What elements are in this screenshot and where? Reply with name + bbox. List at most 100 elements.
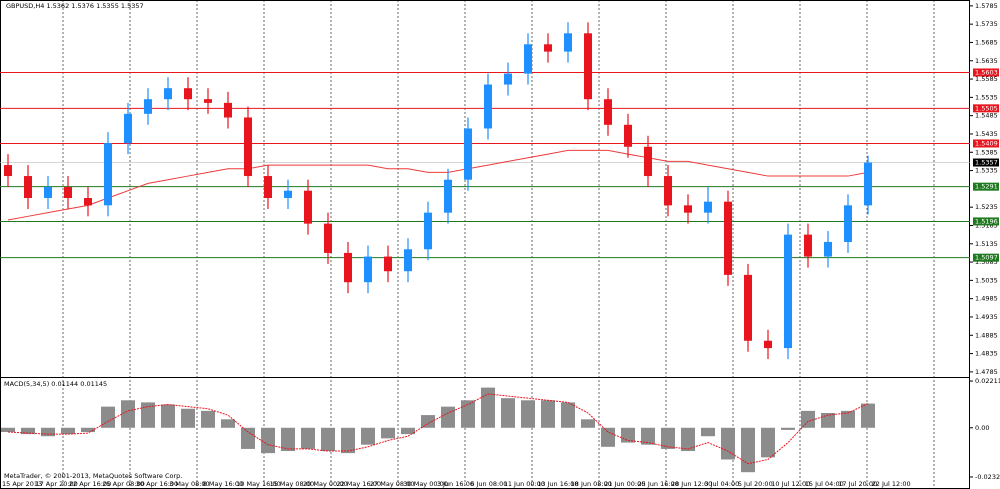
macd-bar <box>21 427 35 435</box>
y-tick-label: 1.5785 <box>975 2 998 10</box>
macd-bar <box>501 398 515 428</box>
candle-body <box>184 88 192 100</box>
y-tick-label: 1.4985 <box>975 295 998 303</box>
candle-body <box>344 252 352 283</box>
level-label: 1.5291 <box>975 183 998 191</box>
macd-bar <box>561 402 575 428</box>
macd-bar <box>121 400 135 428</box>
macd-bar <box>61 427 75 435</box>
macd-bar <box>301 427 315 449</box>
candle-body <box>4 165 12 177</box>
candle-body <box>544 44 552 52</box>
macd-bar <box>661 427 675 449</box>
macd-bar <box>481 387 495 428</box>
x-tick-label: 22 Apr 16:00 <box>69 480 111 488</box>
x-tick-label: 21 Jun 00:00 <box>604 480 645 488</box>
macd-bar <box>581 419 595 428</box>
macd-bar <box>541 400 555 428</box>
candle-body <box>444 179 452 213</box>
candle-body <box>304 190 312 224</box>
macd-bar <box>641 427 655 445</box>
x-tick-label: 15 May 08:00 <box>270 480 315 488</box>
macd-bar <box>841 410 855 428</box>
last-price-box <box>973 158 999 167</box>
y-tick-label: 1.5385 <box>975 148 998 156</box>
level-box <box>973 104 999 113</box>
candle-body <box>784 234 792 349</box>
x-tick-label: 13 Jun 16:00 <box>537 480 578 488</box>
level-label: 1.5603 <box>975 68 998 76</box>
candle-body <box>124 113 132 144</box>
candle-body <box>384 256 392 272</box>
candle-body <box>644 146 652 177</box>
macd-bar <box>141 402 155 428</box>
y-tick-label: 1.5235 <box>975 203 998 211</box>
macd-bar <box>441 406 455 428</box>
y-tick-label: 0.00 <box>975 424 989 432</box>
y-tick-label: 1.5585 <box>975 75 998 83</box>
level-box <box>973 253 999 262</box>
macd-bar <box>741 427 755 473</box>
macd-bar <box>41 427 55 437</box>
candle-body <box>244 117 252 177</box>
macd-bar <box>341 427 355 454</box>
level-label: 1.5505 <box>975 104 998 112</box>
candle-body <box>164 88 172 100</box>
x-tick-label: 25 Jun 16:00 <box>638 480 679 488</box>
x-tick-label: 10 Jul 12:00 <box>771 480 810 488</box>
x-tick-label: 25 Apr 08:00 <box>102 480 144 488</box>
candle-body <box>44 187 52 199</box>
macd-bar <box>81 427 95 433</box>
candle-body <box>824 241 832 257</box>
candle-body <box>744 274 752 341</box>
candle-body <box>504 73 512 85</box>
macd-bar <box>161 404 175 428</box>
signal-line <box>7 393 869 465</box>
y-tick-label: 1.5135 <box>975 240 998 248</box>
macd-bar <box>781 427 795 430</box>
candle-body <box>484 84 492 129</box>
x-tick-label: 10 May 16:00 <box>236 480 281 488</box>
macd-bar <box>401 427 415 435</box>
macd-bar <box>601 427 615 447</box>
level-label: 1.5196 <box>975 217 998 225</box>
y-tick-label: -0.02327 <box>975 473 1000 481</box>
x-tick-label: 8 May 16:00 <box>203 480 243 488</box>
y-tick-label: 1.5035 <box>975 276 998 284</box>
macd-bar <box>221 419 235 428</box>
macd-bar <box>801 410 815 428</box>
macd-bar <box>621 427 635 443</box>
macd-bar <box>241 427 255 449</box>
macd-bar <box>201 410 215 428</box>
candle-body <box>424 212 432 250</box>
candle-body <box>464 128 472 180</box>
macd-bar <box>381 427 395 439</box>
y-tick-label: 1.4835 <box>975 350 998 358</box>
candle-body <box>684 205 692 213</box>
candle-body <box>224 102 232 118</box>
last-price-label: 1.5357 <box>975 159 998 167</box>
candle-body <box>324 223 332 253</box>
y-tick-label: 1.5335 <box>975 167 998 175</box>
macd-bar <box>761 427 775 458</box>
candle-body <box>144 99 152 114</box>
level-box <box>973 217 999 226</box>
macd-bar <box>361 427 375 445</box>
x-tick-label: 22 May 16:00 <box>336 480 381 488</box>
x-tick-label: 3 May 08:00 <box>169 480 209 488</box>
level-box <box>973 68 999 77</box>
candle-body <box>264 176 272 199</box>
x-tick-label: 5 Jul 20:00 <box>738 480 773 488</box>
level-label: 1.5097 <box>975 254 998 262</box>
candle-body <box>604 99 612 125</box>
macd-bar <box>861 403 875 428</box>
level-box <box>973 139 999 148</box>
y-tick-label: 1.5485 <box>975 112 998 120</box>
x-tick-label: 15 Apr 2013 <box>2 480 42 488</box>
footer: MetaTrader, © 2001-2013, MetaQuotes Soft… <box>4 472 182 480</box>
macd-bar <box>181 408 195 428</box>
level-label: 1.5409 <box>975 139 998 147</box>
macd-bar <box>1 427 15 433</box>
candle-body <box>844 205 852 242</box>
